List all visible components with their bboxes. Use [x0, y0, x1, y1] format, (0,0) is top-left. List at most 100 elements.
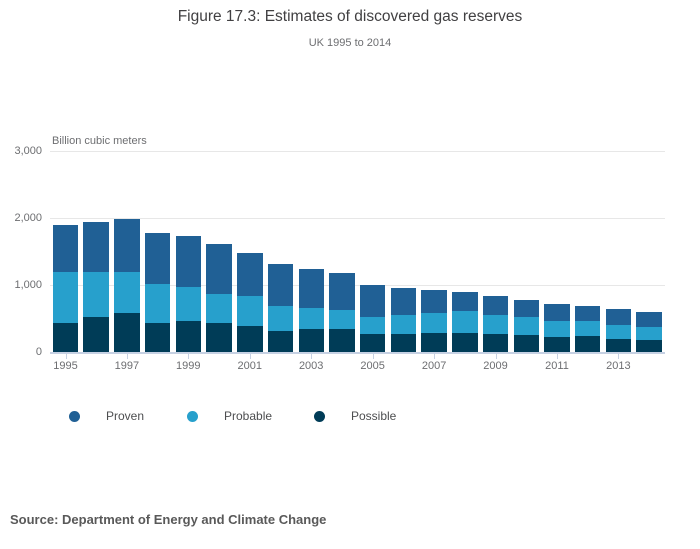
bar-segment-possible-2014[interactable] — [636, 339, 662, 352]
x-tick-2005 — [372, 353, 374, 359]
bar-segment-probable-2011[interactable] — [544, 321, 570, 338]
bar-segment-probable-2009[interactable] — [482, 315, 509, 334]
bar-segment-probable-1997[interactable] — [114, 271, 140, 314]
x-tick-label-1997: 1997 — [114, 360, 140, 372]
x-tick-2011 — [557, 353, 558, 359]
bar-segment-possible-2011[interactable] — [544, 337, 570, 352]
legend: Proven Probable Possible — [0, 409, 700, 423]
bar-segment-proven-2013[interactable] — [605, 309, 632, 326]
gridline-3000 — [50, 151, 665, 152]
bar-segment-probable-2003[interactable] — [298, 308, 324, 330]
x-tick-label-2005: 2005 — [360, 360, 385, 372]
bar-segment-proven-2000[interactable] — [206, 244, 232, 294]
bar-segment-possible-2010[interactable] — [513, 334, 539, 352]
legend-item-possible[interactable]: Possible — [314, 409, 396, 423]
chart-title: Figure 17.3: Estimates of discovered gas… — [177, 8, 523, 25]
bar-segment-proven-1996[interactable] — [83, 222, 109, 272]
bar-segment-probable-2007[interactable] — [421, 312, 447, 334]
x-tick-label-2013: 2013 — [606, 360, 631, 372]
bar-segment-proven-2003[interactable] — [298, 268, 324, 309]
x-tick-1997 — [126, 353, 128, 359]
bar-segment-proven-2011[interactable] — [544, 304, 570, 322]
bar-segment-possible-2003[interactable] — [298, 329, 324, 352]
bar-segment-probable-1999[interactable] — [175, 287, 202, 321]
bar-segment-probable-2013[interactable] — [605, 325, 632, 340]
bar-segment-possible-2004[interactable] — [329, 329, 355, 352]
x-tick-2013 — [618, 353, 620, 359]
gridline-2000 — [50, 218, 665, 219]
bar-segment-proven-1995[interactable] — [52, 224, 79, 272]
x-tick-label-1995: 1995 — [53, 360, 78, 372]
x-tick-label-2011: 2011 — [545, 360, 569, 372]
x-tick-2003 — [311, 353, 313, 359]
bar-segment-probable-2001[interactable] — [237, 295, 263, 326]
bar-segment-possible-2000[interactable] — [206, 323, 232, 352]
bar-segment-probable-2014[interactable] — [636, 326, 662, 340]
bar-segment-possible-2012[interactable] — [574, 335, 601, 352]
bar-segment-possible-2013[interactable] — [605, 339, 632, 352]
x-tick-1999 — [188, 353, 190, 359]
bar-segment-probable-1996[interactable] — [83, 271, 109, 318]
bar-segment-proven-1999[interactable] — [175, 236, 202, 287]
bar-segment-possible-2002[interactable] — [267, 331, 294, 352]
x-tick-2009 — [495, 353, 497, 359]
bar-segment-proven-2004[interactable] — [329, 273, 355, 310]
bar-segment-probable-2002[interactable] — [267, 305, 294, 332]
bar-segment-proven-1997[interactable] — [114, 219, 140, 272]
x-tick-2001 — [249, 353, 251, 359]
bar-segment-proven-2009[interactable] — [482, 296, 509, 316]
legend-label-proven: Proven — [106, 409, 145, 423]
legend-dot-proven — [69, 410, 80, 422]
bar-segment-possible-2008[interactable] — [452, 333, 478, 352]
bar-segment-proven-2014[interactable] — [636, 311, 662, 327]
legend-label-probable: Probable — [224, 409, 273, 423]
bar-segment-possible-1997[interactable] — [114, 313, 140, 352]
bar-segment-proven-2006[interactable] — [390, 287, 417, 316]
legend-dot-probable — [187, 410, 198, 422]
bar-segment-probable-2012[interactable] — [574, 321, 601, 336]
y-tick-label-2000: 2,000 — [14, 212, 42, 224]
bar-segment-possible-1999[interactable] — [175, 320, 202, 352]
bar-segment-proven-2005[interactable] — [359, 285, 386, 317]
plot-area — [50, 151, 665, 354]
bar-segment-possible-2009[interactable] — [482, 333, 509, 352]
bar-segment-probable-2000[interactable] — [206, 293, 232, 324]
bar-segment-possible-2005[interactable] — [359, 333, 386, 352]
bar-segment-probable-2005[interactable] — [359, 316, 386, 334]
legend-item-probable[interactable]: Probable — [187, 409, 272, 423]
legend-label-possible: Possible — [351, 409, 397, 423]
bar-segment-probable-1998[interactable] — [144, 284, 171, 323]
bar-segment-probable-1995[interactable] — [52, 271, 79, 324]
bar-segment-proven-2010[interactable] — [513, 299, 539, 317]
bar-segment-proven-2007[interactable] — [421, 290, 447, 313]
bar-segment-possible-1998[interactable] — [144, 322, 171, 352]
x-tick-label-2003: 2003 — [298, 360, 324, 372]
x-tick-1995 — [65, 353, 67, 359]
chart-subtitle: UK 1995 to 2014 — [308, 37, 392, 49]
legend-dot-possible — [314, 410, 325, 422]
x-tick-label-2001: 2001 — [237, 360, 263, 372]
bar-segment-proven-2012[interactable] — [574, 305, 601, 322]
y-tick-label-3000: 3,000 — [14, 145, 42, 157]
x-tick-label-2007: 2007 — [421, 360, 447, 372]
bar-segment-possible-2001[interactable] — [237, 325, 263, 352]
bar-segment-proven-2002[interactable] — [267, 263, 294, 306]
source-text: Source: Department of Energy and Climate… — [10, 512, 327, 527]
bar-segment-possible-2006[interactable] — [390, 333, 417, 352]
gridline-1000 — [50, 285, 665, 286]
x-tick-2007 — [434, 353, 436, 359]
bar-segment-possible-1996[interactable] — [83, 317, 109, 352]
bar-segment-probable-2008[interactable] — [452, 311, 478, 334]
x-tick-label-2009: 2009 — [483, 360, 508, 372]
bar-segment-probable-2010[interactable] — [513, 316, 539, 335]
bar-segment-proven-2001[interactable] — [237, 252, 263, 296]
bar-segment-probable-2006[interactable] — [390, 315, 417, 334]
legend-item-proven[interactable]: Proven — [69, 409, 144, 423]
bar-segment-proven-1998[interactable] — [144, 232, 171, 285]
y-tick-label-1000: 1,000 — [14, 279, 42, 291]
bar-segment-possible-1995[interactable] — [52, 323, 79, 352]
bar-segment-possible-2007[interactable] — [421, 333, 447, 352]
bar-segment-proven-2008[interactable] — [452, 292, 478, 312]
y-tick-label-0: 0 — [35, 346, 42, 358]
bar-segment-probable-2004[interactable] — [329, 309, 355, 330]
